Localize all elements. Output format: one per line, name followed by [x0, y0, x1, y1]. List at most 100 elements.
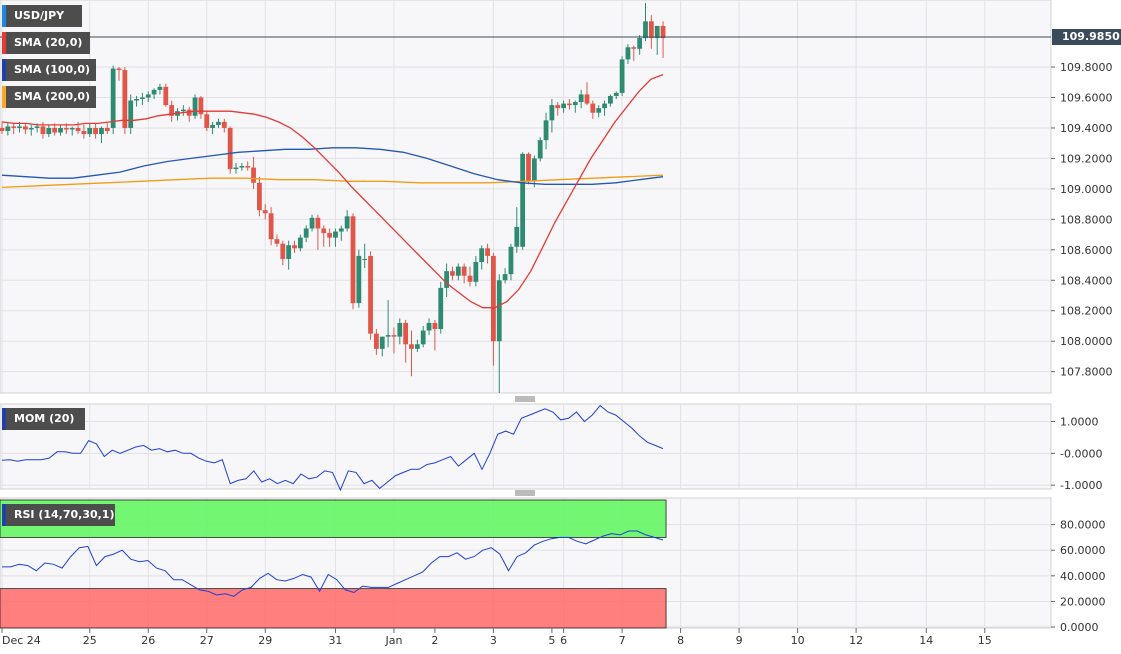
candle-body	[496, 280, 502, 342]
legend-rsi[interactable]: RSI (14,70,30,1)	[2, 504, 115, 526]
candle	[455, 263, 461, 281]
candle	[403, 319, 409, 363]
x-tick-label: 15	[978, 634, 992, 647]
legend-swatch	[2, 504, 6, 526]
candle-body	[350, 216, 356, 304]
x-tick-label: 10	[791, 634, 805, 647]
candle-body	[549, 105, 555, 121]
candle	[192, 94, 198, 119]
candle	[613, 91, 619, 100]
candle	[602, 100, 607, 116]
splitter-2[interactable]	[515, 490, 535, 496]
candle-body	[327, 233, 332, 238]
candle	[385, 300, 391, 348]
candle	[297, 234, 303, 252]
candle-body	[297, 237, 303, 249]
candle	[596, 105, 602, 118]
x-tick-label: 5	[548, 634, 555, 647]
y-tick-label: 108.2000	[1060, 305, 1113, 318]
candle-body	[69, 127, 75, 130]
candle-body	[625, 47, 631, 60]
moving-averages	[1, 73, 664, 309]
candle	[514, 207, 520, 253]
candle-body	[444, 271, 449, 288]
candle-body	[245, 166, 251, 168]
candle-body	[58, 127, 63, 133]
x-tick-label: 26	[141, 634, 155, 647]
candle-body	[643, 21, 648, 39]
candle-body	[514, 226, 520, 247]
candle	[122, 67, 128, 135]
candle-body	[426, 322, 432, 331]
legend-sma20[interactable]: SMA (20,0)	[2, 32, 90, 54]
candle	[128, 94, 134, 135]
y-tick-label: 108.8000	[1060, 213, 1113, 226]
rsi-panel: 80.0000 60.0000 40.0000 20.0000 0.0000	[0, 497, 1106, 634]
candle-body	[543, 120, 549, 141]
candle-body	[391, 335, 397, 337]
y-tick-label: 109.0000	[1060, 183, 1113, 196]
candle-body	[602, 103, 607, 109]
candle	[590, 100, 596, 119]
candle-body	[654, 25, 660, 39]
candle-body	[637, 38, 643, 49]
candle-body	[590, 103, 596, 113]
candle-body	[303, 228, 309, 238]
candle-body	[613, 92, 619, 96]
candle-body	[292, 245, 297, 249]
candle-body	[99, 127, 104, 135]
candle	[257, 176, 262, 217]
candle	[350, 213, 356, 310]
candle	[262, 204, 268, 220]
legend-sma100[interactable]: SMA (100,0)	[2, 59, 96, 81]
y-tick-label: 20.0000	[1060, 595, 1106, 608]
legend-sma100-label: SMA (100,0)	[14, 63, 91, 76]
candle-body	[116, 68, 122, 71]
candle-body	[315, 217, 321, 229]
candle-body	[75, 127, 81, 131]
candle	[251, 156, 256, 189]
legend-sma200-label: SMA (200,0)	[14, 90, 91, 103]
candle	[432, 319, 438, 351]
candle	[186, 106, 192, 122]
candle-body	[180, 109, 186, 112]
candle	[333, 228, 338, 247]
candle	[654, 25, 660, 55]
candle	[485, 243, 490, 264]
y-tick-label: 0.0000	[1060, 621, 1099, 634]
y-tick-label: 60.0000	[1060, 544, 1106, 557]
y-tick-label: 109.6000	[1060, 91, 1113, 104]
x-tick-label: Dec 24	[2, 634, 41, 647]
rsi-line	[2, 530, 664, 597]
candle-body	[333, 231, 338, 238]
candle	[409, 330, 414, 377]
x-tick-label: 6	[560, 634, 567, 647]
y-tick-label: 40.0000	[1060, 570, 1106, 583]
y-tick-label: -0.0000	[1060, 447, 1102, 460]
mom-panel: 1.0000 -0.0000 -1.0000	[0, 403, 1102, 492]
legend-swatch	[2, 5, 6, 27]
candle	[444, 263, 449, 298]
splitter-1[interactable]	[515, 396, 535, 402]
candle-body	[420, 330, 426, 345]
candle	[520, 152, 526, 250]
legend-mom[interactable]: MOM (20)	[2, 408, 85, 430]
candle	[643, 3, 648, 42]
main-panel-background	[0, 0, 1052, 394]
main-grid	[0, 0, 1051, 393]
candle-body	[262, 210, 268, 214]
candle	[379, 336, 385, 357]
candle	[450, 266, 455, 281]
candle	[169, 100, 175, 122]
legend-sma200[interactable]: SMA (200,0)	[2, 86, 96, 108]
candle-body	[128, 100, 134, 128]
candle	[631, 45, 637, 61]
candle-body	[309, 217, 315, 229]
candle	[572, 100, 578, 113]
candle	[397, 318, 403, 345]
candle-body	[151, 89, 157, 95]
candle-body	[274, 239, 280, 244]
legend-usdjpy[interactable]: USD/JPY	[2, 5, 82, 27]
legend-usdjpy-label: USD/JPY	[14, 9, 65, 22]
candle	[362, 243, 368, 269]
